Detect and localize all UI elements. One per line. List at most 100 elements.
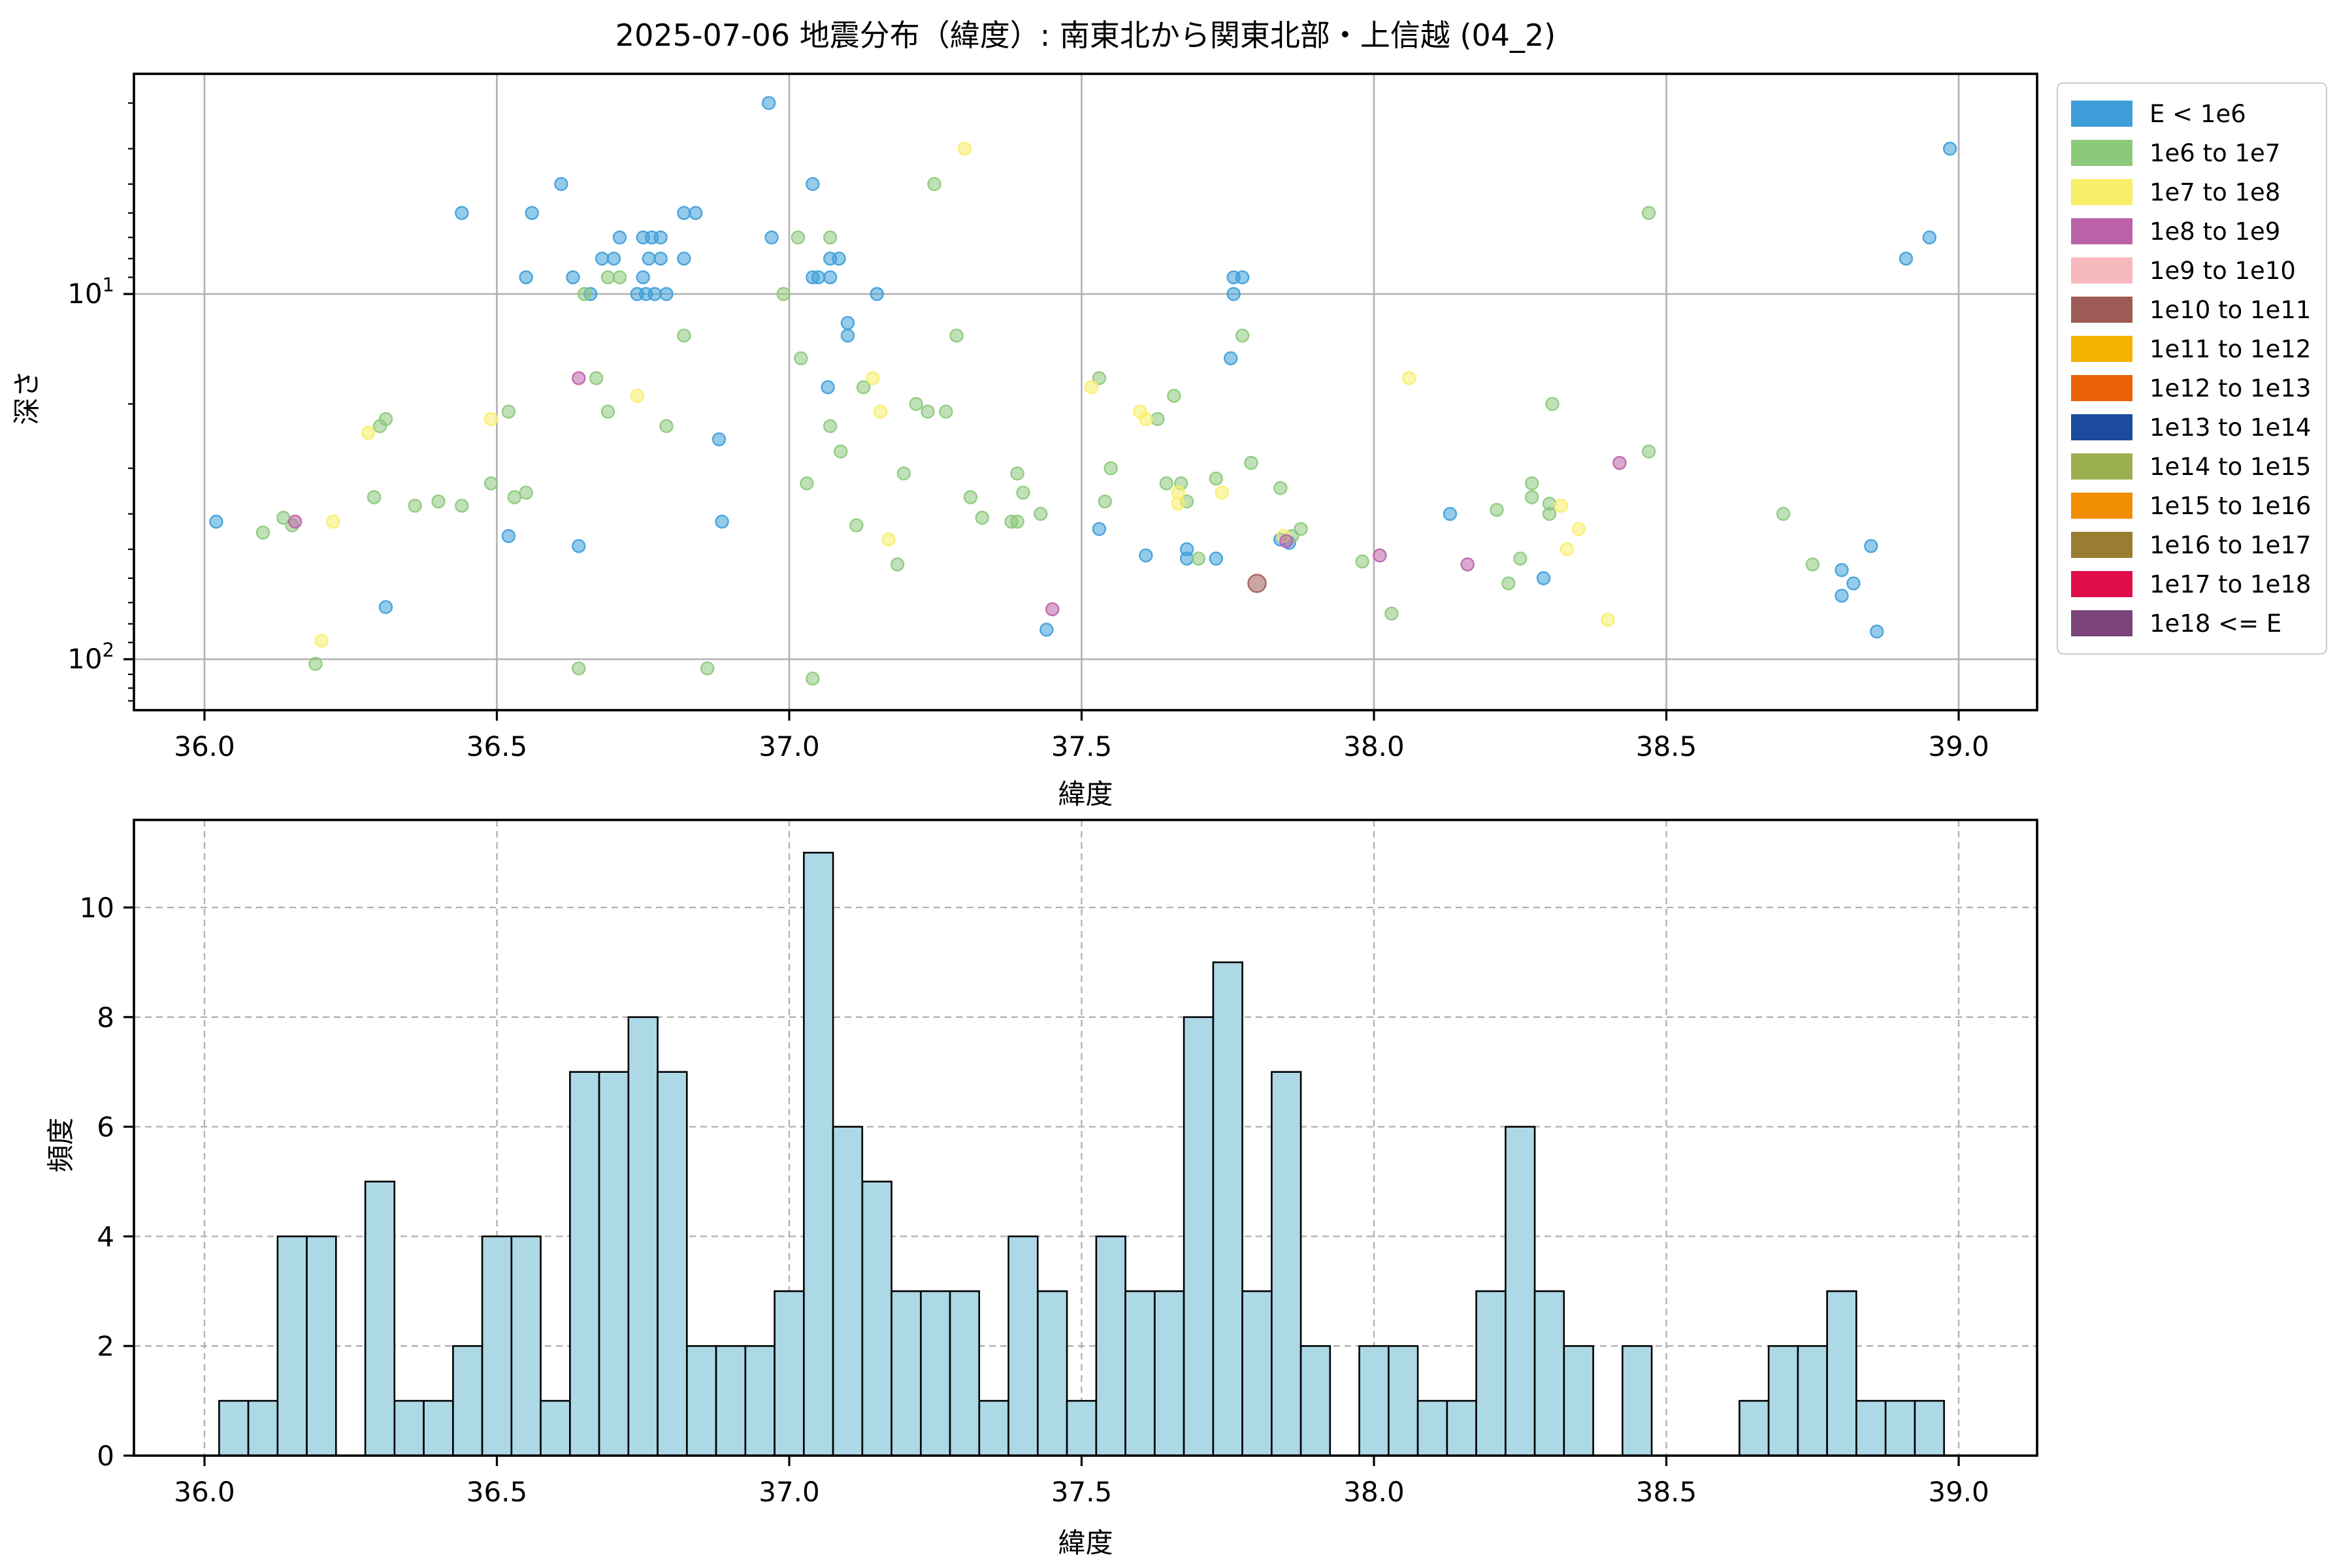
scatter-point — [326, 514, 340, 529]
legend-item: 1e17 to 1e18 — [2071, 564, 2317, 604]
scatter-point — [957, 141, 972, 156]
scatter-point — [761, 95, 776, 110]
scatter-point — [1279, 534, 1294, 548]
histogram-y-tick-label: 6 — [97, 1111, 114, 1143]
scatter-point — [1601, 613, 1615, 627]
histogram-bar — [1299, 1345, 1331, 1457]
scatter-point — [1010, 514, 1024, 529]
histogram-bar — [1475, 1290, 1507, 1457]
histogram-bar — [774, 1290, 805, 1457]
histogram-bar — [1416, 1399, 1448, 1457]
scatter-point — [642, 252, 656, 266]
histogram-bar — [861, 1181, 892, 1457]
scatter-point — [630, 389, 644, 403]
scatter-point — [832, 252, 846, 266]
scatter-point — [483, 476, 498, 491]
scatter-point — [1460, 557, 1475, 572]
scatter-point — [1355, 554, 1369, 569]
scatter-point — [378, 600, 393, 614]
scatter-point — [1084, 380, 1099, 395]
histogram-bar — [1884, 1399, 1916, 1457]
histogram-x-tick-label: 38.5 — [1636, 1476, 1697, 1508]
scatter-point — [589, 371, 604, 385]
scatter-point — [677, 329, 691, 343]
histogram-bar — [1797, 1345, 1828, 1457]
histogram-y-tick-label: 10 — [80, 892, 114, 924]
legend-color-swatch — [2071, 571, 2132, 597]
legend-label: 1e9 to 1e10 — [2149, 256, 2296, 285]
histogram-bar — [1914, 1399, 1945, 1457]
legend-color-swatch — [2071, 179, 2132, 205]
scatter-point — [791, 230, 806, 245]
histogram-bar — [1241, 1290, 1273, 1457]
legend-color-swatch — [2071, 336, 2132, 362]
legend-item: 1e12 to 1e13 — [2071, 368, 2317, 408]
histogram-spines — [133, 819, 2038, 1457]
histogram-bar — [686, 1345, 717, 1457]
legend-color-swatch — [2071, 257, 2132, 284]
histogram-bar — [744, 1345, 776, 1457]
scatter-point — [677, 206, 691, 220]
scatter-point — [1560, 542, 1575, 557]
histogram-bar — [627, 1016, 659, 1457]
scatter-point — [636, 270, 650, 285]
scatter-point — [1235, 270, 1250, 285]
histogram-bar — [1066, 1399, 1098, 1457]
scatter-point — [1864, 539, 1878, 553]
scatter-point — [1571, 522, 1586, 536]
histogram-y-tick-label: 8 — [97, 1002, 114, 1034]
scatter-point — [600, 270, 615, 285]
histogram-bar — [1212, 961, 1243, 1457]
histogram-bar — [1037, 1290, 1068, 1457]
legend-color-swatch — [2071, 297, 2132, 323]
scatter-point — [255, 525, 270, 540]
scatter-y-tick-label: 102 — [67, 639, 114, 675]
scatter-x-tick-label: 36.5 — [466, 730, 528, 762]
scatter-point — [1171, 497, 1185, 511]
scatter-point — [1159, 476, 1174, 491]
legend-label: 1e12 to 1e13 — [2149, 374, 2311, 402]
scatter-point — [806, 177, 820, 191]
scatter-point — [700, 661, 715, 676]
histogram-bar — [1007, 1235, 1039, 1457]
scatter-point — [1039, 623, 1054, 637]
scatter-point — [1139, 548, 1153, 563]
scatter-point — [821, 380, 835, 395]
scatter-point — [1167, 389, 1181, 403]
legend-label: 1e15 to 1e16 — [2149, 491, 2311, 520]
scatter-point — [1942, 141, 1957, 156]
histogram-x-tick-label: 39.0 — [1928, 1476, 1989, 1508]
scatter-point — [823, 270, 838, 285]
scatter-point — [873, 404, 888, 419]
scatter-point — [455, 498, 469, 513]
scatter-point — [927, 177, 941, 191]
scatter-point — [525, 206, 539, 220]
scatter-point — [578, 287, 592, 301]
scatter-point — [653, 252, 668, 266]
legend-color-swatch — [2071, 610, 2132, 636]
scatter-point — [647, 287, 662, 301]
scatter-point — [1223, 351, 1238, 366]
legend-item: E < 1e6 — [2071, 94, 2317, 133]
scatter-point — [1209, 471, 1224, 486]
scatter-point — [1501, 576, 1516, 591]
legend-color-swatch — [2071, 101, 2132, 127]
scatter-point — [566, 270, 580, 285]
scatter-point — [367, 490, 382, 504]
scatter-point — [606, 252, 621, 266]
scatter-point — [1490, 502, 1504, 517]
legend-item: 1e8 to 1e9 — [2071, 212, 2317, 251]
scatter-point — [1247, 574, 1267, 593]
scatter-point — [939, 404, 953, 419]
scatter-point — [840, 316, 855, 330]
scatter-point — [1513, 551, 1527, 566]
legend-label: 1e8 to 1e9 — [2149, 217, 2281, 246]
scatter-point — [840, 329, 855, 343]
scatter-point — [1191, 551, 1206, 566]
histogram-bar — [1767, 1345, 1799, 1457]
scatter-point — [849, 518, 864, 532]
histogram-y-tick-label: 0 — [97, 1440, 114, 1472]
scatter-point — [519, 270, 533, 285]
